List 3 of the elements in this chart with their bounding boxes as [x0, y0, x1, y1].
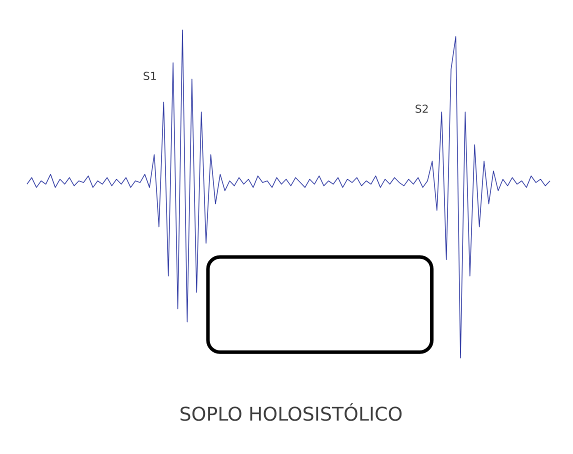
- annotation: S2: [416, 104, 428, 113]
- text: SOPLO HOLOSISTÓLICO: [180, 403, 402, 421]
- annotation: S1: [144, 72, 156, 80]
